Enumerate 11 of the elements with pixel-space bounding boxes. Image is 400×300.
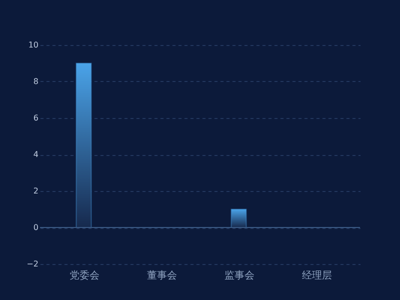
- y-tick-label: 10: [28, 40, 38, 50]
- x-tick-label: 董事会: [146, 270, 177, 282]
- y-tick-label: 2: [33, 186, 38, 196]
- y-tick-label: 8: [33, 77, 38, 86]
- y-tick-label: 0: [33, 223, 38, 232]
- x-tick-label: 经理层: [302, 270, 332, 282]
- y-tick-label: 6: [33, 114, 38, 122]
- x-tick-label: 监事会: [224, 270, 254, 282]
- y-tick-label: 4: [33, 150, 38, 159]
- x-tick-label: 党委会: [69, 270, 100, 282]
- y-tick-label: −2: [26, 260, 38, 268]
